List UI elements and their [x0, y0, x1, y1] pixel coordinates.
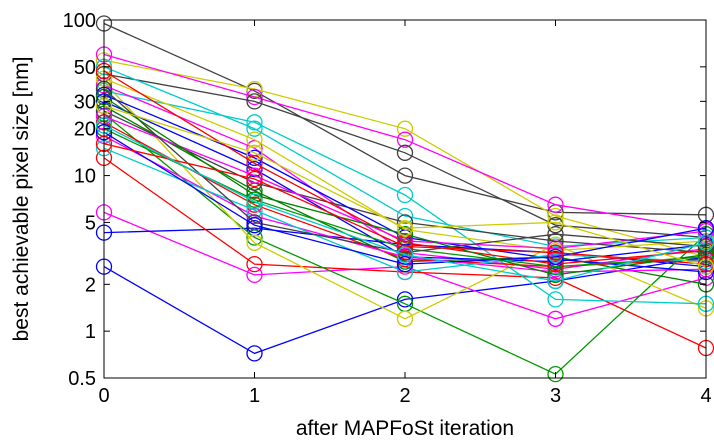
data-point — [396, 246, 414, 263]
data-point — [396, 310, 414, 327]
data-point — [396, 131, 414, 148]
y-tick-label: 0.5 — [68, 368, 96, 390]
y-tick-label: 1 — [85, 321, 96, 343]
data-point — [396, 238, 414, 255]
series-line — [103, 73, 707, 239]
x-tick-label: 4 — [700, 385, 711, 407]
data-point — [547, 196, 564, 213]
series-line — [103, 88, 707, 254]
y-axis-label: best achievable pixel size [nm] — [10, 57, 33, 342]
x-tick-label: 1 — [249, 385, 260, 407]
series-line — [103, 256, 707, 355]
y-tick-label: 10 — [74, 166, 96, 188]
data-point — [246, 88, 263, 106]
data-point — [396, 167, 414, 184]
y-tick-label: 50 — [74, 57, 96, 79]
series-1 — [95, 15, 714, 223]
data-point — [246, 131, 263, 148]
data-point — [547, 226, 564, 243]
series-line — [103, 90, 707, 305]
data-point — [246, 255, 263, 273]
data-point — [246, 217, 263, 234]
data-point — [246, 114, 263, 131]
data-point — [246, 266, 263, 284]
data-point — [246, 93, 263, 110]
data-point — [396, 232, 414, 250]
data-point — [547, 248, 564, 266]
data-point — [547, 272, 564, 290]
series-line — [103, 131, 707, 265]
series-16 — [95, 58, 714, 255]
data-point — [547, 310, 564, 327]
y-tick-label: 100 — [63, 10, 96, 32]
data-point — [547, 365, 564, 383]
data-point — [396, 255, 414, 273]
data-point — [246, 234, 263, 251]
data-point — [547, 266, 564, 284]
series-line — [103, 66, 707, 248]
x-axis-label: after MAPFoSt iteration — [296, 417, 514, 440]
data-point — [246, 160, 263, 178]
y-tick-label: 30 — [74, 91, 96, 113]
data-point — [547, 214, 564, 231]
data-point — [246, 155, 263, 172]
data-point — [246, 170, 263, 188]
data-point — [547, 244, 564, 261]
series-line — [103, 113, 707, 375]
y-tick-label: 5 — [85, 212, 96, 234]
x-tick-label: 3 — [550, 385, 561, 407]
data-point — [547, 240, 564, 257]
series-layer — [95, 15, 714, 383]
data-point — [246, 186, 263, 204]
x-tick-label: 2 — [399, 385, 410, 407]
ticks-layer: 0 1 2 3 4 0.5 1 2 5 10 20 30 50 100 — [63, 10, 712, 407]
plot-frame — [103, 19, 707, 379]
data-point — [547, 291, 564, 308]
data-point — [246, 167, 263, 184]
series-line — [103, 22, 707, 216]
data-point — [246, 345, 263, 362]
data-point — [396, 291, 414, 308]
series-line — [103, 53, 707, 231]
data-point — [396, 226, 414, 243]
y-tick-label: 20 — [74, 119, 96, 141]
series-8 — [95, 52, 714, 266]
data-point — [396, 207, 414, 225]
data-point — [396, 219, 414, 237]
series-7 — [95, 73, 714, 327]
series-line — [103, 115, 707, 250]
series-line — [103, 70, 707, 265]
y-tick-label: 2 — [85, 274, 96, 296]
x-tick-label: 0 — [98, 385, 109, 407]
data-point — [246, 120, 263, 137]
series-line — [103, 81, 707, 320]
data-point — [246, 193, 263, 210]
data-point — [396, 144, 414, 161]
series-line — [103, 124, 707, 282]
data-point — [396, 120, 414, 137]
data-point — [246, 144, 263, 161]
data-point — [246, 149, 263, 167]
series-line — [103, 143, 707, 265]
data-point — [396, 186, 414, 204]
series-11 — [95, 82, 714, 312]
series-line — [103, 105, 707, 268]
data-point — [547, 207, 564, 225]
